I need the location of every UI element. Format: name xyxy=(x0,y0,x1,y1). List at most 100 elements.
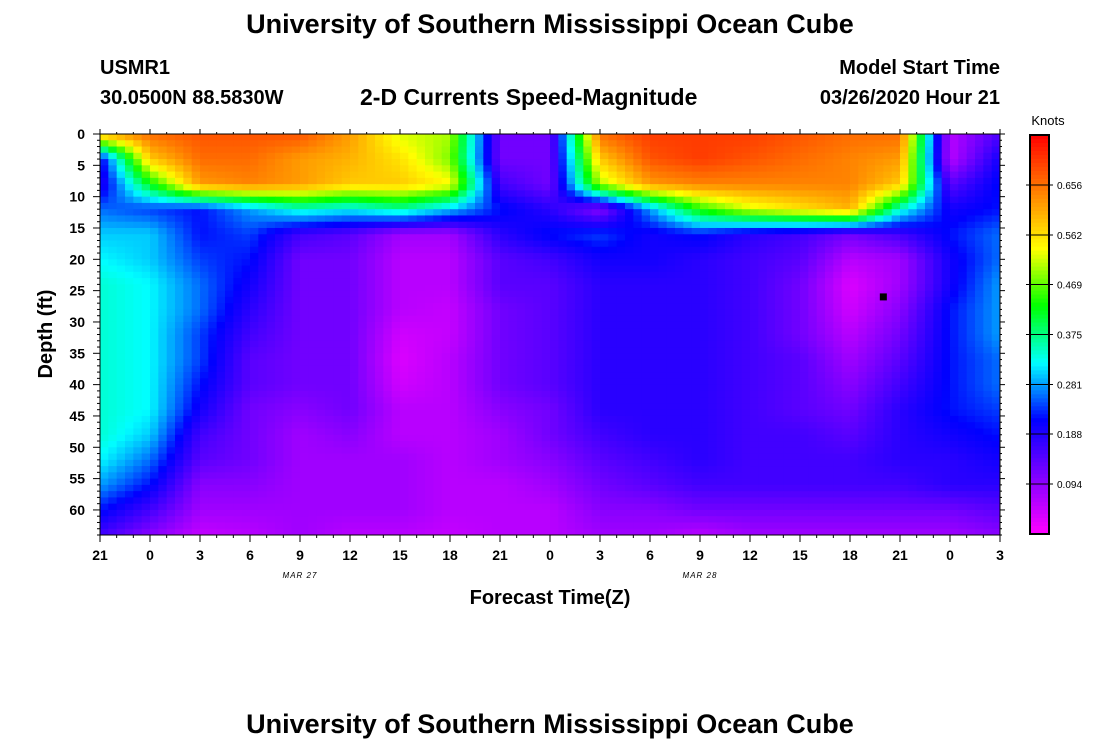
heatmap-cell xyxy=(966,253,976,260)
heatmap-cell xyxy=(816,140,826,148)
heatmap-cell xyxy=(416,271,426,279)
heatmap-cell xyxy=(925,227,934,235)
heatmap-cell xyxy=(858,397,868,405)
heatmap-cell xyxy=(116,171,126,179)
heatmap-cell xyxy=(250,196,259,204)
heatmap-cell xyxy=(825,390,834,398)
heatmap-cell xyxy=(825,321,834,329)
heatmap-cell xyxy=(291,365,301,373)
heatmap-cell xyxy=(283,278,293,285)
heatmap-cell xyxy=(341,215,351,223)
heatmap-cell xyxy=(350,384,359,392)
heatmap-cell xyxy=(241,278,251,285)
heatmap-cell xyxy=(558,328,568,336)
heatmap-cell xyxy=(691,359,701,367)
heatmap-cell xyxy=(283,271,293,279)
heatmap-cell xyxy=(450,265,459,273)
heatmap-cell xyxy=(591,334,601,342)
heatmap-cell xyxy=(716,234,726,242)
heatmap-cell xyxy=(341,309,351,317)
heatmap-cell xyxy=(233,321,243,329)
heatmap-cell xyxy=(491,390,501,398)
heatmap-cell xyxy=(283,340,293,348)
heatmap-cell xyxy=(475,134,484,141)
heatmap-cell xyxy=(916,271,926,279)
heatmap-cell xyxy=(233,271,243,279)
heatmap-cell xyxy=(225,353,234,361)
heatmap-cell xyxy=(241,384,251,392)
heatmap-cell xyxy=(583,365,593,373)
heatmap-cell xyxy=(841,384,851,392)
heatmap-cell xyxy=(491,397,501,405)
heatmap-cell xyxy=(616,353,626,361)
heatmap-cell xyxy=(150,227,159,235)
heatmap-cell xyxy=(641,159,651,166)
heatmap-cell xyxy=(433,140,443,148)
heatmap-cell xyxy=(700,303,709,311)
heatmap-cell xyxy=(325,246,334,254)
heatmap-cell xyxy=(850,284,859,292)
heatmap-cell xyxy=(275,227,284,235)
heatmap-cell xyxy=(800,372,809,379)
heatmap-cell xyxy=(375,253,384,260)
heatmap-cell xyxy=(633,278,643,285)
heatmap-cell xyxy=(325,315,334,323)
heatmap-cell xyxy=(600,227,609,235)
heatmap-cell xyxy=(325,303,334,311)
heatmap-cell xyxy=(941,403,951,411)
heatmap-cell xyxy=(441,227,451,235)
heatmap-cell xyxy=(450,378,459,386)
heatmap-cell xyxy=(941,328,951,336)
heatmap-cell xyxy=(958,378,968,386)
heatmap-cell xyxy=(891,152,901,160)
heatmap-cell xyxy=(658,227,668,235)
heatmap-cell xyxy=(916,259,926,267)
heatmap-cell xyxy=(258,284,268,292)
heatmap-cell xyxy=(433,265,443,273)
heatmap-cell xyxy=(475,140,484,148)
heatmap-cell xyxy=(866,278,876,285)
heatmap-cell xyxy=(208,146,218,154)
heatmap-cell xyxy=(375,384,384,392)
heatmap-cell xyxy=(391,353,401,361)
heatmap-cell xyxy=(983,184,993,191)
heatmap-cell xyxy=(575,378,584,386)
heatmap-cell xyxy=(316,378,326,386)
heatmap-cell xyxy=(208,253,218,260)
heatmap-cell xyxy=(500,334,509,342)
heatmap-cell xyxy=(583,215,593,223)
heatmap-cell xyxy=(433,234,443,242)
heatmap-cell xyxy=(825,140,834,148)
heatmap-cell xyxy=(333,159,343,166)
heatmap-cell xyxy=(466,340,476,348)
heatmap-cell xyxy=(283,365,293,373)
heatmap-cell xyxy=(850,234,859,242)
heatmap-cell xyxy=(141,315,151,323)
heatmap-cell xyxy=(450,159,459,166)
heatmap-cell xyxy=(975,259,984,267)
heatmap-cell xyxy=(691,328,701,336)
heatmap-cell xyxy=(491,253,501,260)
heatmap-cell xyxy=(541,165,551,173)
heatmap-cell xyxy=(841,184,851,191)
heatmap-cell xyxy=(233,372,243,379)
heatmap-cell xyxy=(350,397,359,405)
heatmap-cell xyxy=(216,246,226,254)
heatmap-cell xyxy=(708,278,718,285)
heatmap-cell xyxy=(908,184,918,191)
heatmap-cell xyxy=(158,152,168,160)
heatmap-cell xyxy=(850,165,859,173)
heatmap-cell xyxy=(983,328,993,336)
heatmap-cell xyxy=(266,296,276,304)
heatmap-cell xyxy=(525,177,534,185)
heatmap-cell xyxy=(825,409,834,417)
heatmap-cell xyxy=(483,347,493,354)
heatmap-cell xyxy=(466,384,476,392)
heatmap-cell xyxy=(666,403,676,411)
heatmap-cell xyxy=(508,246,518,254)
heatmap-cell xyxy=(408,397,418,405)
heatmap-cell xyxy=(333,347,343,354)
heatmap-cell xyxy=(166,146,176,154)
heatmap-cell xyxy=(358,303,368,311)
heatmap-cell xyxy=(716,171,726,179)
